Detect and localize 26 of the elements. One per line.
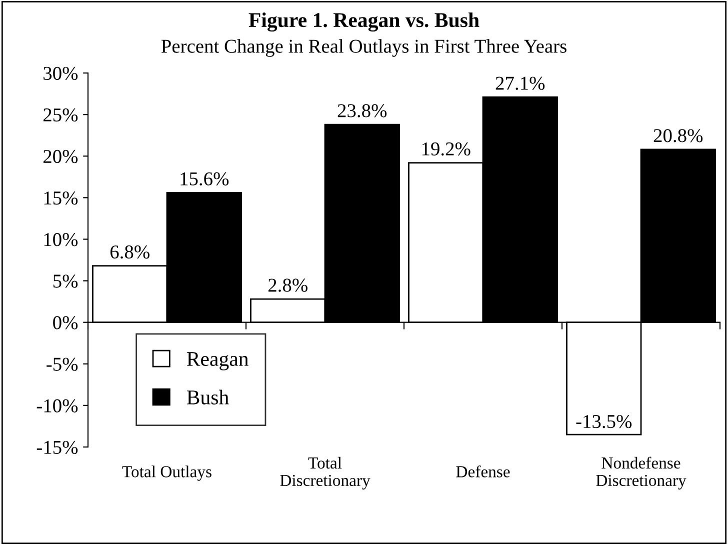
x-tick-label: Defense (456, 465, 510, 478)
data-label: 6.8% (110, 245, 150, 259)
x-tick-label: Total Discretionary (280, 456, 370, 490)
chart-subtitle: Percent Change in Real Outlays in First Three Years (161, 39, 566, 57)
data-label: 15.6% (180, 172, 229, 186)
data-label: 23.8% (338, 104, 387, 118)
y-tick-label: -10% (36, 399, 78, 412)
data-label: -13.5% (576, 414, 632, 428)
legend-label: Reagan (186, 352, 248, 370)
legend-label: Bush (186, 390, 229, 404)
y-tick-label: 10% (44, 233, 78, 246)
y-tick-label: 30% (44, 66, 78, 80)
data-label: 20.8% (654, 129, 703, 142)
data-label: 27.1% (496, 76, 545, 90)
x-tick-label: Nondefense Discretionary (596, 456, 686, 490)
x-tick-label: Total Outlays (122, 466, 212, 481)
y-tick-label: 0% (53, 316, 78, 330)
y-tick-label: -5% (46, 358, 78, 371)
y-tick-label: 20% (43, 150, 78, 164)
data-label: 2.8% (268, 278, 308, 292)
y-tick-label: -15% (36, 440, 78, 454)
chart-title: Figure 1. Reagan vs. Bush (248, 12, 480, 32)
y-tick-label: 5% (53, 274, 78, 288)
data-label: 19.2% (422, 142, 470, 156)
y-tick-label: 25% (43, 108, 78, 122)
y-tick-label: 15% (44, 191, 78, 205)
